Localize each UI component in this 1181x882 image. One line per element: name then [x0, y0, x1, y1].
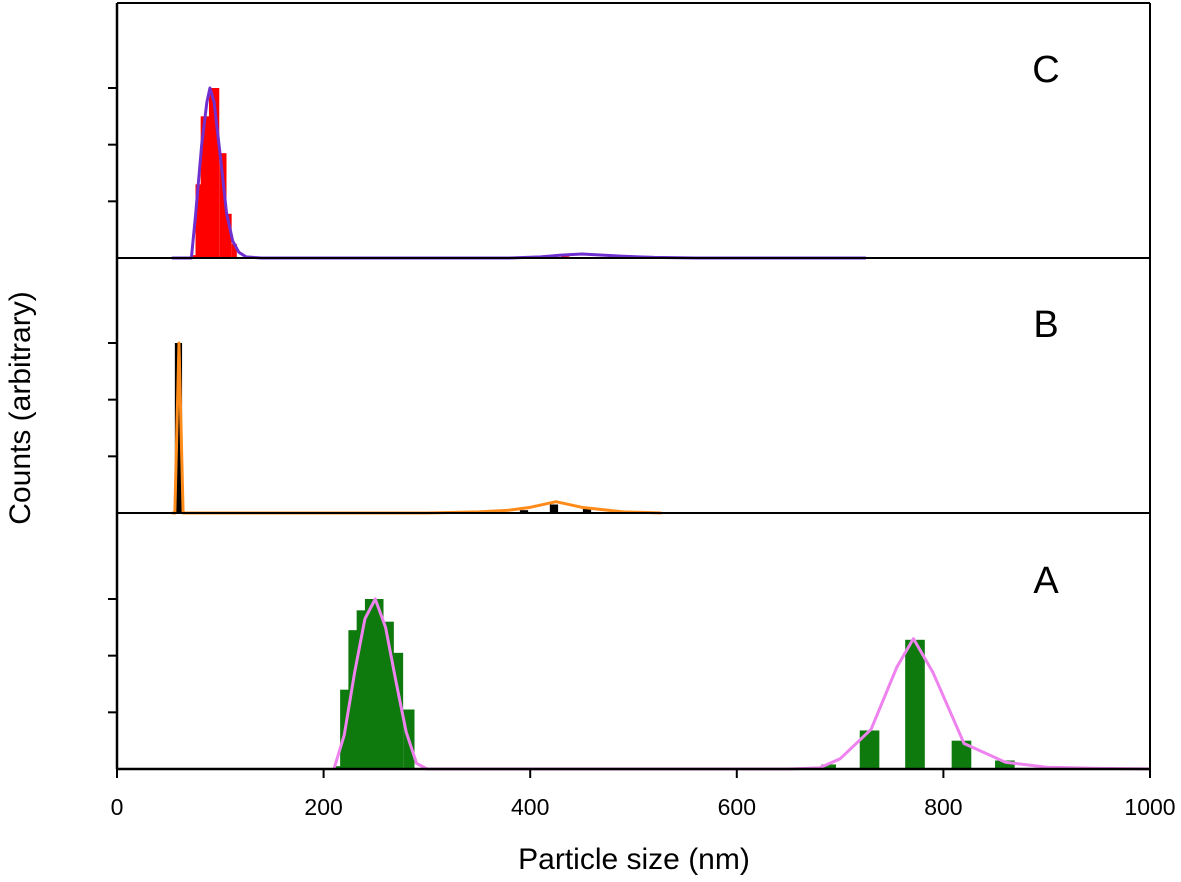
- panel-b-fit-line: [171, 341, 662, 515]
- panel-a-fit-line: [332, 597, 1151, 771]
- panel-b: B: [171, 304, 1059, 515]
- axes-layer: 0 200 400 600 800 1000: [108, 2, 1176, 820]
- panel-b-bar-0: [174, 343, 183, 513]
- x-axis-title: Particle size (nm): [518, 843, 750, 876]
- panel-c-fit-line: [171, 86, 866, 260]
- x-tick-label-200: 200: [304, 794, 342, 820]
- panel-c-bar-4: [219, 153, 227, 258]
- panels-layer: C B A: [171, 49, 1151, 771]
- panel-a-bar-9: [859, 730, 880, 769]
- panel-c-bar-0: [191, 255, 196, 258]
- y-axis-title: Counts (arbitrary): [4, 291, 37, 524]
- x-tick-label-1000: 1000: [1124, 794, 1175, 820]
- panel-a-bar-5: [379, 621, 394, 769]
- x-tick-label-400: 400: [511, 794, 549, 820]
- x-tick-label-0: 0: [111, 794, 124, 820]
- panel-a-bar-6: [391, 652, 404, 769]
- panel-a-bar-10: [905, 639, 925, 769]
- panel-b-bar-3: [582, 509, 592, 513]
- x-tick-label-600: 600: [718, 794, 756, 820]
- panel-c-bar-5: [225, 213, 232, 258]
- panel-c-bar-1: [195, 184, 202, 258]
- panel-c-bar-6: [231, 243, 237, 258]
- x-tick-label-800: 800: [924, 794, 962, 820]
- panel-c-bar-3: [208, 88, 220, 258]
- panel-a-bar-8: [821, 764, 836, 769]
- panel-a-bar-0: [333, 766, 342, 769]
- panel-c-bar-2: [200, 116, 210, 258]
- panel-c: C: [171, 49, 1060, 260]
- panel-c-label: C: [1032, 49, 1059, 91]
- panel-a-label: A: [1033, 560, 1059, 602]
- panel-a: A: [332, 560, 1151, 771]
- panel-a-bar-12: [995, 760, 1015, 769]
- panel-b-bar-1: [519, 510, 529, 513]
- panel-b-bar-2: [549, 504, 559, 513]
- panel-b-label: B: [1033, 304, 1058, 346]
- panel-a-bar-11: [951, 740, 972, 769]
- panel-a-bar-4: [364, 599, 384, 769]
